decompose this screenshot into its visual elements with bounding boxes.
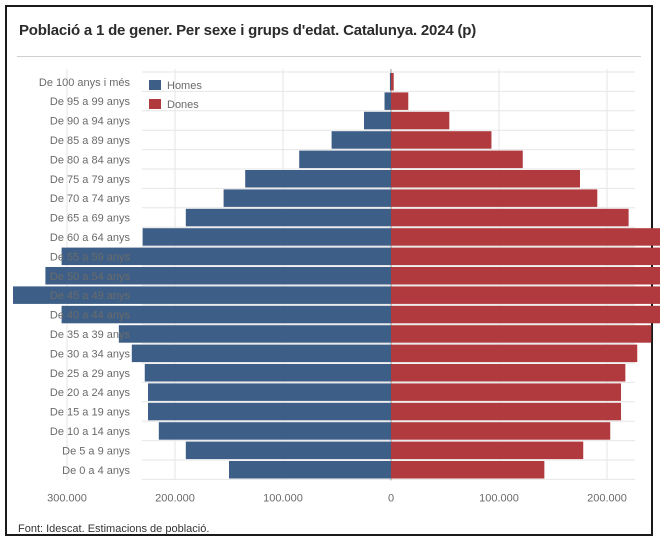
bar-dones [391,170,580,188]
bar-homes [245,170,391,188]
source-note: Font: Idescat. Estimacions de població. [18,523,209,535]
bar-dones [391,73,394,91]
category-label: De 90 a 94 anys [50,116,131,128]
category-label: De 100 anys i més [39,77,131,89]
bar-homes [119,325,391,343]
bar-dones [391,189,597,207]
category-label: De 35 a 39 anys [50,329,131,341]
bar-dones [391,306,660,324]
bar-homes [390,73,391,91]
bar-dones [391,209,629,227]
bar-dones [391,345,637,363]
category-label: De 10 a 14 anys [50,426,131,438]
category-label: De 70 a 74 anys [50,193,131,205]
legend-swatch [149,99,161,109]
bar-homes [159,422,391,440]
bar-dones [391,112,449,130]
category-label: De 45 a 49 anys [50,290,131,302]
bar-dones [391,286,660,304]
category-label: De 5 a 9 anys [62,445,130,457]
bar-homes [385,92,391,110]
bar-dones [391,228,660,246]
bar-homes [332,131,391,149]
category-labels: De 0 a 4 anys De 5 a 9 anys De 10 a 14 any… [39,77,131,477]
bar-dones [391,422,610,440]
bar-dones [391,92,408,110]
bar-homes [132,345,391,363]
x-tick-label: 0 [388,492,394,504]
bar-dones [391,267,660,285]
bar-dones [391,151,523,169]
bar-dones [391,364,625,382]
bar-dones [391,461,544,479]
legend: Homes Dones [149,80,202,111]
bar-homes [224,189,391,207]
bar-homes [143,228,391,246]
bar-dones [391,131,491,149]
bar-dones [391,403,621,421]
category-label: De 80 a 84 anys [50,154,131,166]
category-label: De 30 a 34 anys [50,348,131,360]
bar-homes [186,209,391,227]
category-label: De 0 a 4 anys [62,465,130,477]
category-label: De 40 a 44 anys [50,310,131,322]
bar-homes [148,383,391,401]
x-axis-ticks: 300.000200.000100.0000100.000200.000300.… [47,492,660,504]
bar-homes [364,112,391,130]
category-label: De 50 a 54 anys [50,271,131,283]
x-tick-label: 100.000 [479,492,519,504]
category-label: De 55 a 59 anys [50,251,131,263]
x-tick-label: 200.000 [155,492,195,504]
category-label: De 20 a 24 anys [50,387,131,399]
bar-dones [391,442,583,460]
x-tick-label: 300.000 [47,492,87,504]
bar-dones [391,248,660,266]
x-tick-label: 200.000 [587,492,627,504]
bar-homes [299,151,391,169]
legend-label: Homes [167,80,202,92]
bar-dones [391,383,621,401]
bar-homes [186,442,391,460]
x-tick-label: 100.000 [263,492,303,504]
category-label: De 75 a 79 anys [50,174,131,186]
category-label: De 95 a 99 anys [50,96,131,108]
category-label: De 85 a 89 anys [50,135,131,147]
bar-homes [148,403,391,421]
legend-label: Dones [167,99,199,111]
category-label: De 15 a 19 anys [50,407,131,419]
bar-dones [391,325,651,343]
category-label: De 60 a 64 anys [50,232,131,244]
bar-homes [145,364,391,382]
legend-swatch [149,80,161,90]
category-label: De 25 a 29 anys [50,368,131,380]
bar-homes [229,461,391,479]
category-label: De 65 a 69 anys [50,213,131,225]
